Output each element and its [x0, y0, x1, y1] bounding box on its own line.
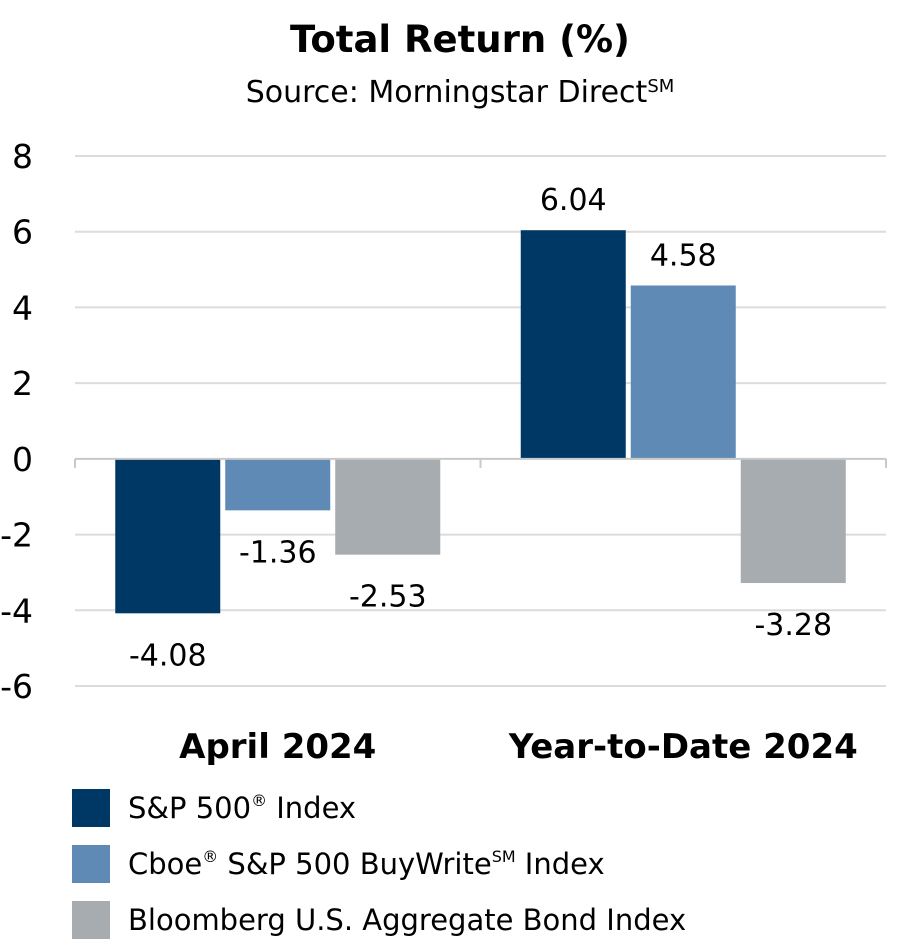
- total-return-chart: Total Return (%) Source: Morningstar Dir…: [0, 18, 887, 767]
- data-label: -3.28: [754, 608, 832, 643]
- y-tick-label: -6: [0, 667, 33, 706]
- data-label: 6.04: [540, 183, 607, 218]
- data-label: -2.53: [349, 580, 427, 615]
- bar: [740, 458, 846, 584]
- category-label: April 2024: [179, 727, 376, 767]
- legend-item: S&P 500® Index: [72, 780, 686, 836]
- y-tick-label: -4: [0, 591, 33, 630]
- legend-item: Bloomberg U.S. Aggregate Bond Index: [72, 892, 686, 948]
- legend-label: S&P 500® Index: [128, 791, 357, 825]
- legend-swatch: [72, 789, 110, 827]
- y-axis-ticks: 8 6 4 2 0 -2 -4 -6: [0, 137, 33, 706]
- zero-axis: [74, 457, 887, 468]
- legend: S&P 500® Index Cboe® S&P 500 BuyWriteSM I…: [72, 780, 686, 948]
- category-labels: April 2024 Year-to-Date 2024: [179, 727, 858, 767]
- category-label: Year-to-Date 2024: [508, 727, 858, 767]
- y-tick-label: -2: [0, 516, 33, 555]
- bar: [520, 230, 626, 459]
- legend-label: Bloomberg U.S. Aggregate Bond Index: [128, 903, 687, 937]
- data-label: 4.58: [650, 238, 717, 273]
- data-label: -4.08: [129, 638, 207, 673]
- data-label: -1.36: [239, 535, 317, 570]
- y-tick-label: 6: [12, 213, 33, 252]
- chart-title: Total Return (%): [290, 18, 630, 61]
- legend-swatch: [72, 845, 110, 883]
- legend-swatch: [72, 901, 110, 939]
- legend-item: Cboe® S&P 500 BuyWriteSM Index: [72, 836, 686, 892]
- y-tick-label: 4: [12, 288, 33, 327]
- chart-subtitle: Source: Morningstar DirectSM: [246, 75, 675, 110]
- y-tick-label: 2: [12, 364, 33, 403]
- bars: [115, 230, 846, 614]
- y-tick-label: 8: [12, 137, 33, 176]
- subtitle-superscript: SM: [647, 76, 674, 97]
- legend-label: Cboe® S&P 500 BuyWriteSM Index: [128, 847, 605, 881]
- bar: [335, 458, 441, 555]
- bar: [225, 458, 331, 511]
- y-tick-label: 0: [12, 440, 33, 479]
- data-labels: -4.08 -1.36 -2.53 6.04 4.58 -3.28: [129, 183, 832, 673]
- bar: [630, 285, 736, 459]
- bar: [115, 458, 221, 614]
